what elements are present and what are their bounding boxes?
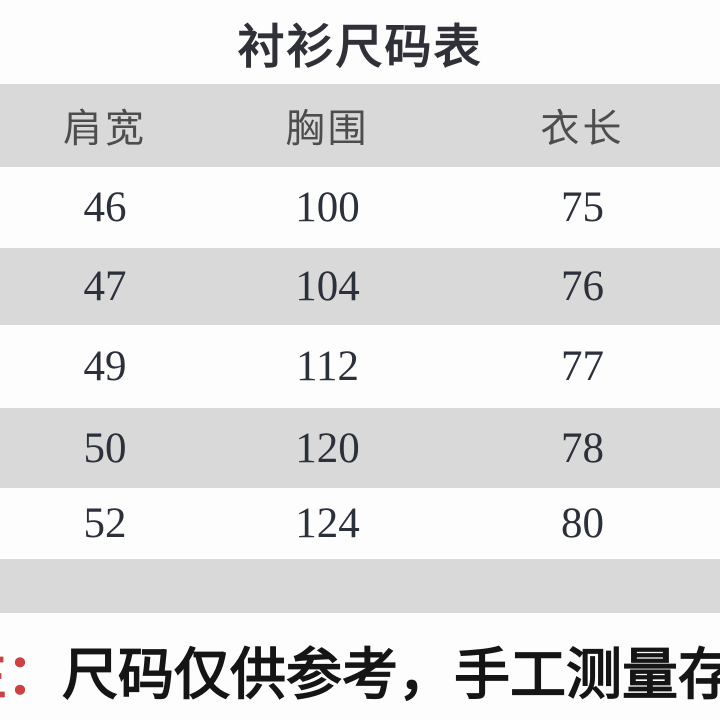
page-title: 衬衫尺码表 — [237, 21, 483, 74]
table-row: 50 120 78 — [0, 408, 720, 488]
cell-length: 76 — [561, 263, 604, 310]
table-row: 52 124 80 — [0, 488, 720, 559]
table-row: 49 112 77 — [0, 325, 720, 408]
cell-chest: 104 — [295, 263, 360, 310]
footnote: 注：尺码仅供参考，手工测量存在1 — [0, 630, 720, 711]
table-header-row: 肩宽 胸围 衣长 — [0, 84, 720, 167]
footnote-text: 尺码仅供参考，手工测量存在1 — [62, 643, 720, 708]
header-shoulder-width: 肩宽 — [62, 107, 147, 151]
empty-row-band — [0, 559, 720, 613]
size-table: 肩宽 胸围 衣长 46 100 75 47 104 76 49 112 77 5… — [0, 84, 720, 613]
cell-length: 78 — [561, 424, 604, 472]
cell-length: 80 — [561, 500, 604, 547]
cell-shoulder: 47 — [83, 263, 127, 310]
header-chest: 胸围 — [285, 107, 370, 151]
title-band: 衬衫尺码表 — [0, 0, 720, 84]
cell-shoulder: 46 — [83, 184, 127, 231]
cell-shoulder: 52 — [83, 500, 127, 547]
header-garment-length: 衣长 — [540, 107, 625, 151]
footnote-prefix: 注： — [0, 643, 62, 708]
table-row: 47 104 76 — [0, 248, 720, 325]
cell-length: 77 — [561, 343, 604, 390]
cell-length: 75 — [561, 184, 604, 231]
cell-chest: 100 — [295, 184, 360, 231]
table-row: 46 100 75 — [0, 167, 720, 248]
cell-chest: 124 — [295, 500, 360, 547]
cell-shoulder: 49 — [83, 343, 127, 390]
cell-chest: 112 — [296, 343, 359, 390]
cell-chest: 120 — [295, 424, 360, 472]
cell-shoulder: 50 — [83, 424, 127, 472]
